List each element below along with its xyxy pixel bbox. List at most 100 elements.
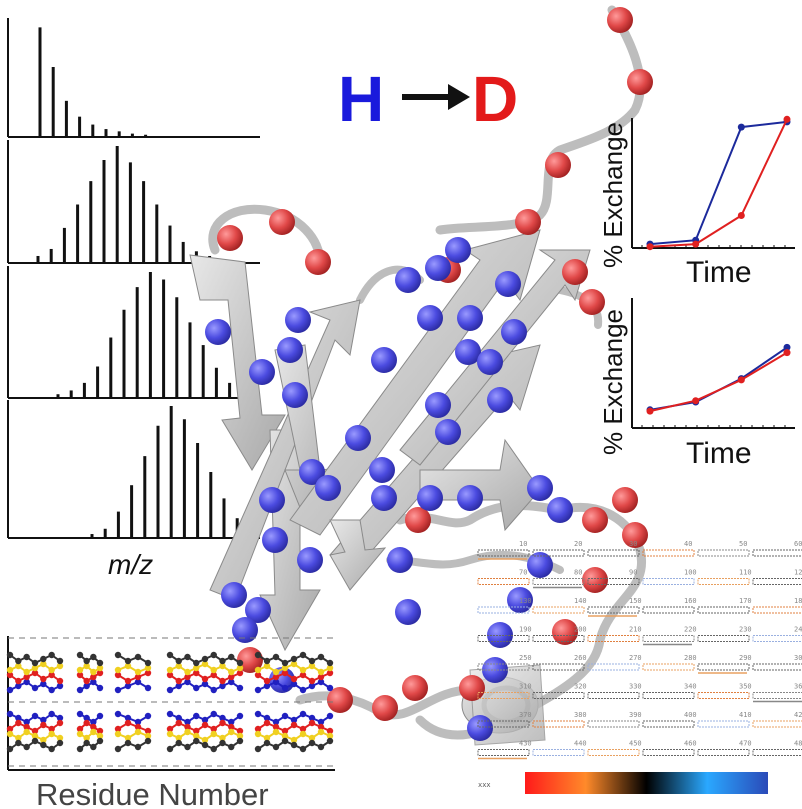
kinetics-series-line	[649, 118, 788, 248]
protected-sphere	[205, 319, 231, 345]
residue-point	[193, 669, 200, 677]
residue-point	[210, 710, 217, 718]
residue-point	[228, 728, 235, 736]
residue-point	[201, 680, 209, 688]
residue-point	[6, 745, 14, 753]
sequence-residue-number: 20	[574, 540, 582, 548]
sequence-residue-number: 320	[574, 683, 587, 691]
residue-point	[15, 657, 22, 665]
protected-sphere	[345, 425, 371, 451]
residue-point	[15, 714, 22, 722]
sequence-residue-number: 220	[684, 626, 697, 634]
protected-sphere	[501, 319, 527, 345]
residue-point	[184, 743, 191, 751]
residue-point	[23, 728, 30, 736]
residue-point	[193, 659, 200, 667]
residue-point	[134, 653, 142, 661]
residue-point	[23, 673, 30, 681]
deuterated-sphere	[552, 619, 578, 645]
sequence-residue-number: 140	[574, 597, 587, 605]
residue-point	[6, 671, 14, 679]
residue-point	[56, 714, 64, 722]
residue-point	[272, 678, 280, 686]
sequence-block	[477, 720, 530, 728]
residue-point	[15, 677, 22, 685]
residue-point	[96, 712, 104, 720]
residue-series-line	[79, 721, 101, 732]
sequence-residue-number: 380	[574, 711, 587, 719]
residue-point	[254, 725, 262, 733]
sequence-residue-number: 340	[684, 683, 697, 691]
residue-point	[219, 682, 226, 690]
protected-sphere	[527, 552, 553, 578]
residue-point	[175, 682, 182, 690]
residue-point	[76, 651, 84, 659]
residue-point	[166, 710, 174, 718]
beta-strand	[189, 254, 286, 471]
residue-point	[114, 725, 122, 733]
sequence-residue-number: 470	[739, 740, 752, 748]
residue-point	[124, 682, 132, 690]
residue-point	[210, 725, 217, 733]
residue-point	[76, 745, 84, 753]
title-hydrogen: H	[338, 63, 384, 135]
residue-point	[134, 728, 142, 736]
sequence-residue-number: 150	[629, 597, 642, 605]
residue-point	[83, 677, 90, 685]
residue-point	[40, 660, 47, 668]
residue-point	[83, 662, 90, 670]
residue-point	[228, 723, 235, 731]
residue-point	[90, 678, 97, 686]
sequence-block	[642, 663, 695, 671]
residue-point	[263, 714, 271, 722]
residue-point	[263, 682, 271, 690]
protected-sphere	[369, 457, 395, 483]
residue-point	[114, 730, 122, 738]
residue-point	[201, 660, 209, 668]
sequence-block	[642, 578, 695, 585]
sequence-residue-number: 10	[519, 540, 527, 548]
residue-point	[326, 732, 334, 740]
residue-point	[40, 716, 47, 724]
residue-point	[290, 660, 298, 668]
residue-point	[193, 664, 200, 672]
residue-point	[290, 741, 298, 749]
residue-point	[175, 657, 182, 665]
residue-series-line	[79, 740, 101, 750]
residue-point	[96, 684, 104, 692]
residue-point	[281, 684, 289, 692]
residue-point	[48, 710, 55, 718]
residue-point	[56, 719, 64, 727]
residue-series-line	[117, 680, 149, 691]
sequence-block	[752, 578, 802, 585]
residue-point	[228, 673, 235, 681]
sequence-residue-number: 180	[794, 597, 802, 605]
residue-point	[124, 677, 132, 685]
kinetics-point	[783, 343, 791, 351]
residue-point	[31, 669, 39, 677]
residue-point	[299, 671, 307, 679]
residue-point	[299, 730, 307, 738]
residue-point	[40, 721, 47, 729]
residue-point	[31, 732, 39, 740]
residue-point	[134, 743, 142, 751]
sequence-block	[587, 606, 640, 614]
residue-point	[272, 723, 280, 731]
sequence-residue-number: 110	[739, 569, 752, 577]
kinetics-plot-top	[631, 115, 795, 251]
residue-point	[6, 730, 14, 738]
sequence-residue-number: 270	[629, 654, 642, 662]
kinetics-bottom-xlabel: Time	[686, 437, 752, 470]
sequence-block	[587, 549, 640, 557]
residue-series-line	[117, 713, 149, 724]
residue-point	[56, 739, 64, 747]
sequence-residue-number: 200	[574, 626, 587, 634]
residue-point	[96, 727, 104, 735]
deuterated-sphere	[372, 695, 398, 721]
sequence-residue-number: 400	[684, 711, 697, 719]
sequence-residue-number: 370	[519, 711, 532, 719]
residue-point	[228, 718, 235, 726]
residue-point	[308, 677, 316, 685]
residue-point	[144, 664, 152, 672]
residue-point	[281, 659, 289, 667]
